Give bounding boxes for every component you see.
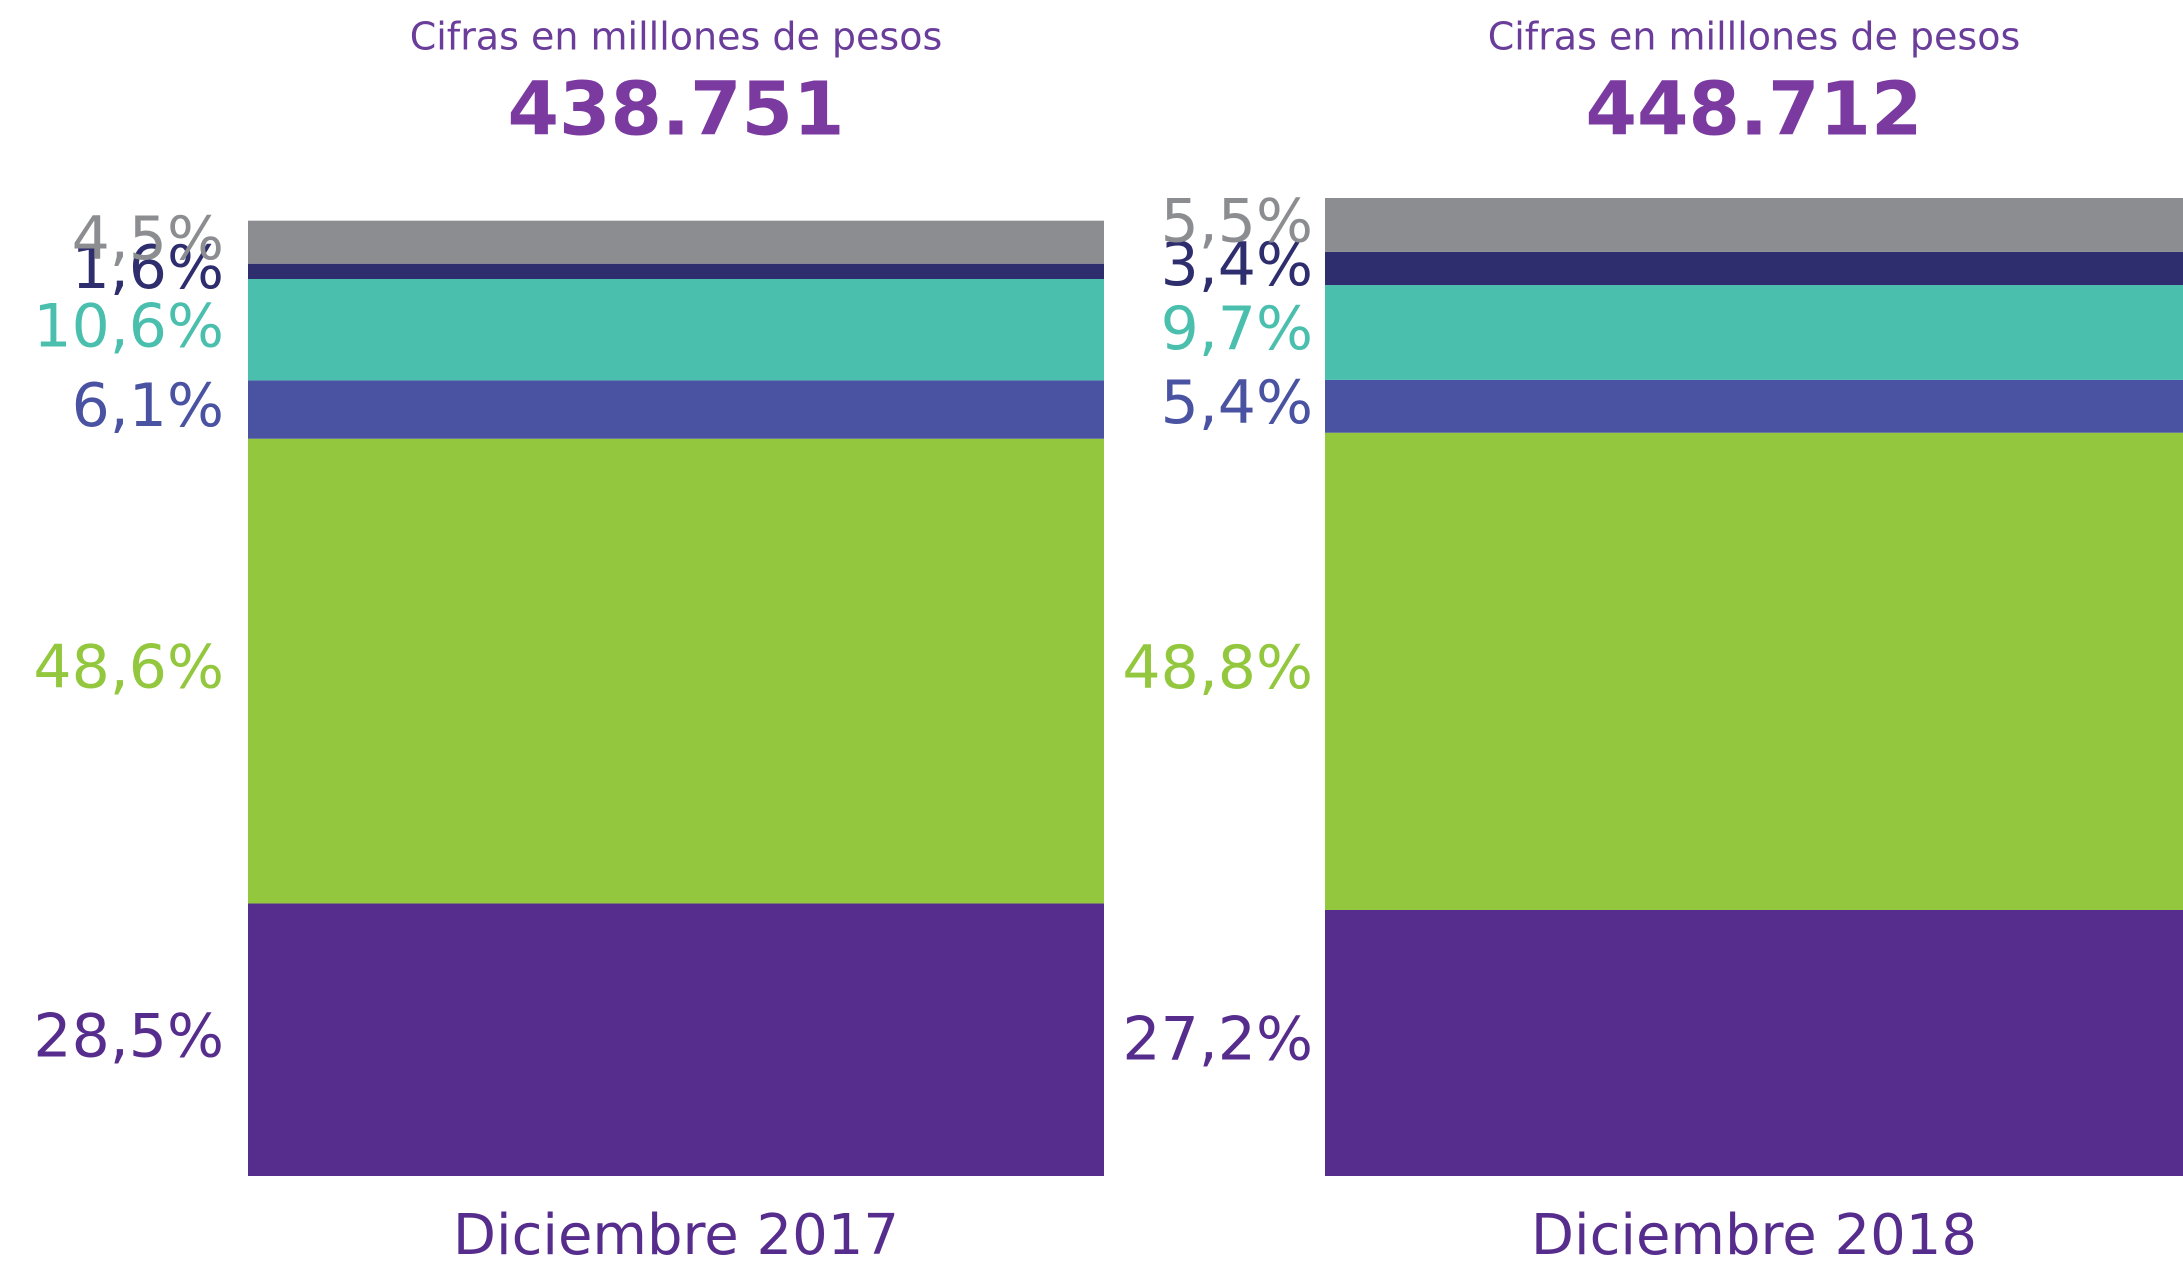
data-label: 5,4% bbox=[1161, 368, 1313, 438]
data-label: 1,6% bbox=[72, 233, 224, 303]
data-label: 48,6% bbox=[33, 633, 224, 703]
subtitle: Cifras en milllones de pesos bbox=[1488, 15, 2021, 59]
bar-segment bbox=[248, 263, 1104, 280]
total-label: 438.751 bbox=[507, 67, 844, 153]
data-label: 3,4% bbox=[1161, 230, 1313, 300]
bar-segment bbox=[248, 438, 1104, 904]
bar-segment bbox=[1325, 198, 2183, 252]
bar-segment bbox=[1325, 251, 2183, 286]
bar-segment bbox=[248, 279, 1104, 381]
bar-segment bbox=[1325, 379, 2183, 433]
data-label: 48,8% bbox=[1122, 633, 1313, 703]
category-label: Diciembre 2017 bbox=[453, 1203, 899, 1265]
data-label: 27,2% bbox=[1122, 1005, 1313, 1075]
data-label: 6,1% bbox=[72, 371, 224, 441]
data-label: 5,5% bbox=[1161, 186, 1313, 256]
bar-segment bbox=[1325, 909, 2183, 1176]
bar-segment bbox=[1325, 285, 2183, 380]
bar-segment bbox=[248, 903, 1104, 1176]
subtitle: Cifras en milllones de pesos bbox=[410, 15, 943, 59]
data-label: 10,6% bbox=[33, 291, 224, 361]
data-label: 28,5% bbox=[33, 1001, 224, 1071]
data-label: 9,7% bbox=[1161, 294, 1313, 364]
total-label: 448.712 bbox=[1585, 67, 1922, 153]
category-label: Diciembre 2018 bbox=[1531, 1203, 1977, 1265]
bar-segment bbox=[248, 220, 1104, 264]
bar-segment bbox=[1325, 432, 2183, 910]
data-label: 4,5% bbox=[72, 204, 224, 274]
bar-segment bbox=[248, 380, 1104, 439]
